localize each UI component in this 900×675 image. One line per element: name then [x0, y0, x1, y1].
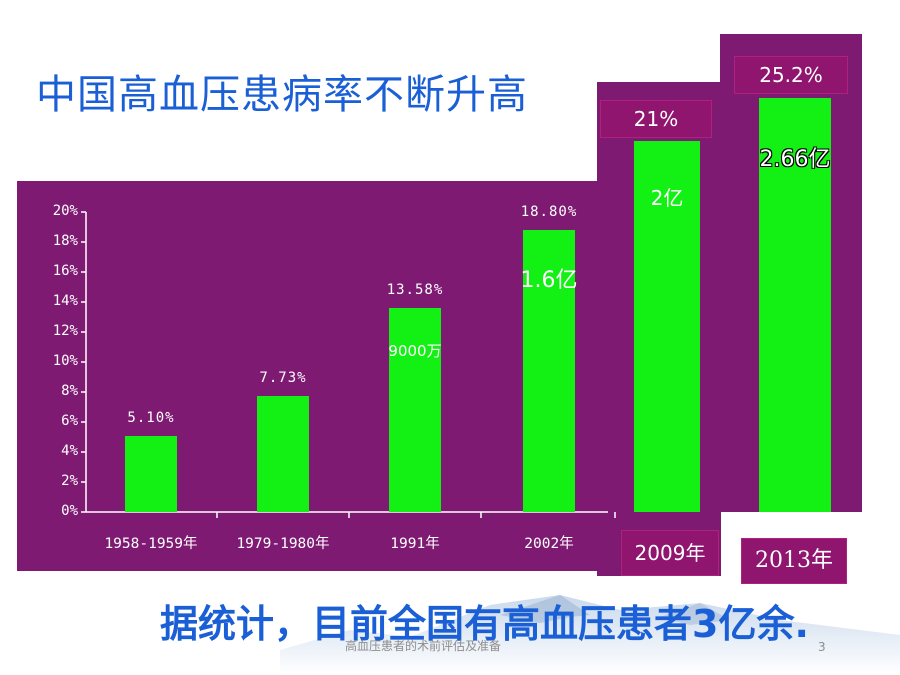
- bar-2009年: [634, 141, 700, 512]
- x-tick-label: 2002年: [524, 536, 574, 552]
- footnote: 高血压患者的术前评估及准备: [345, 639, 502, 653]
- chart-panel-main: [17, 181, 621, 571]
- bar-1991年: [389, 308, 441, 512]
- summary-text: 据统计，目前全国有高血压患者3亿余.: [160, 602, 809, 646]
- population-label: 1.6亿: [520, 268, 578, 293]
- bar-value-label: 21%: [600, 100, 712, 138]
- bar-1958-1959年: [125, 435, 177, 512]
- bar-1979-1980年: [257, 396, 309, 512]
- y-tick-label: 8%: [61, 383, 78, 399]
- y-tick-label: 18%: [52, 233, 78, 249]
- y-tick-label: 16%: [52, 263, 78, 279]
- population-label: 9000万: [388, 342, 442, 361]
- x-tick-label: 2013年: [741, 538, 847, 584]
- x-tick-label: 1958-1959年: [104, 536, 198, 552]
- bar-value-label: 5.10%: [127, 409, 175, 426]
- population-label: 2.66亿: [759, 147, 831, 172]
- x-tick-label: 2009年: [621, 530, 719, 576]
- y-tick-label: 10%: [52, 353, 78, 369]
- bar-value-label: 18.80%: [520, 204, 578, 220]
- y-tick-label: 20%: [52, 203, 78, 219]
- y-tick-label: 12%: [52, 323, 78, 339]
- bar-2013年: [759, 98, 831, 512]
- y-tick-label: 4%: [61, 443, 78, 459]
- bar-value-label: 13.58%: [386, 282, 444, 299]
- y-tick-label: 2%: [61, 473, 78, 489]
- y-tick-label: 14%: [52, 293, 78, 309]
- bar-value-label: 7.73%: [259, 370, 307, 387]
- y-tick-label: 6%: [61, 413, 78, 429]
- population-label: 2亿: [650, 186, 684, 210]
- y-tick-label: 0%: [61, 503, 78, 519]
- bar-2002年: [523, 230, 575, 512]
- page-title: 中国高血压患病率不断升高: [36, 72, 528, 118]
- x-tick-label: 1979-1980年: [236, 536, 330, 552]
- mountain-decoration: [280, 595, 900, 675]
- page-number: 3: [818, 640, 826, 654]
- bar-value-label: 25.2%: [734, 56, 848, 94]
- x-tick-label: 1991年: [390, 536, 440, 552]
